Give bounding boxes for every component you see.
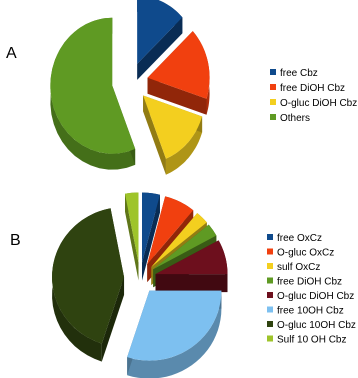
legend-swatch xyxy=(267,234,273,240)
legend-label: O-gluc DiOH Cbz xyxy=(280,98,357,109)
legend-label: free DiOH Cbz xyxy=(277,277,342,288)
legend-label: O-gluc OxCz xyxy=(277,248,334,259)
legend-item: O-gluc DiOH Cbz xyxy=(267,291,354,302)
legend-swatch xyxy=(267,248,273,255)
pie-slice-others xyxy=(50,17,136,170)
pie-chart-b xyxy=(52,192,228,378)
legend-swatch xyxy=(267,321,273,327)
legend-item: O-gluc DiOH Cbz xyxy=(270,98,357,109)
pie-slice-free-dioh-cbz xyxy=(147,31,210,115)
legend-label: free Cbz xyxy=(280,68,318,79)
legend-item: sulf OxCz xyxy=(267,262,320,273)
legend-label: Sulf 10 OH Cbz xyxy=(277,335,346,346)
legend-label: free DiOH Cbz xyxy=(280,83,345,94)
pie-slice-o-gluc-10oh-cbz xyxy=(52,208,125,362)
pie-chart-a xyxy=(50,0,210,175)
legend-label: sulf OxCz xyxy=(277,262,320,273)
legend-swatch xyxy=(270,84,276,90)
pie-slice-o-gluc-dioh-cbz xyxy=(143,95,203,175)
pie-slice-o-gluc-dioh-cbz xyxy=(155,240,228,293)
legend-item: Sulf 10 OH Cbz xyxy=(267,335,346,346)
legend-label: free 10OH Cbz xyxy=(277,306,344,317)
pie-slice-free-cbz xyxy=(137,0,183,80)
pie-slice-free-oxcz xyxy=(142,192,160,281)
legend-item: free DiOH Cbz xyxy=(270,83,345,94)
legend-item: free 10OH Cbz xyxy=(267,306,344,317)
legend-b: free OxCz O-gluc OxCz sulf OxCz free DiOH C… xyxy=(267,233,356,346)
legend-swatch xyxy=(267,306,273,313)
pie-slice-sulf-10-oh-cbz xyxy=(125,192,139,281)
legend-item: O-gluc 10OH Cbz xyxy=(267,320,356,331)
legend-swatch xyxy=(267,292,273,298)
legend-label: O-gluc 10OH Cbz xyxy=(277,320,356,331)
legend-swatch xyxy=(267,277,273,284)
legend-swatch xyxy=(270,99,276,105)
legend-item: free DiOH Cbz xyxy=(267,277,342,288)
legend-swatch xyxy=(270,69,276,75)
legend-swatch xyxy=(270,114,276,120)
legend-swatch xyxy=(267,263,273,269)
pie-slice-free-10oh-cbz xyxy=(127,290,222,378)
panel-label-b: B xyxy=(10,232,21,249)
legend-item: free OxCz xyxy=(267,233,322,244)
legend-label: free OxCz xyxy=(277,233,322,244)
legend-label: Others xyxy=(280,113,310,124)
panel-label-a: A xyxy=(6,45,17,62)
legend-swatch xyxy=(267,335,273,342)
legend-item: Others xyxy=(270,113,310,124)
legend-item: O-gluc OxCz xyxy=(267,248,334,259)
legend-a: free Cbz free DiOH Cbz O-gluc DiOH Cbz Othe… xyxy=(270,68,357,124)
legend-label: O-gluc DiOH Cbz xyxy=(277,291,354,302)
legend-item: free Cbz xyxy=(270,68,318,79)
